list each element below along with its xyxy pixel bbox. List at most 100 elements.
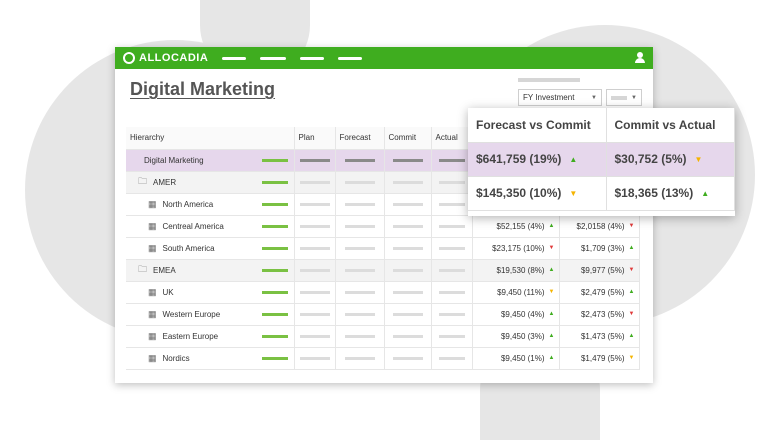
table-icon: ▦ — [148, 308, 157, 319]
commit-vs-actual-cell: $1,709 (3%) ▲ — [564, 244, 635, 253]
folder-icon: 🗀 — [138, 264, 148, 274]
table-row[interactable]: ▦ Centreal America $52,155 (4%) ▲ $2,0158 … — [126, 215, 640, 238]
value-placeholder — [392, 202, 423, 206]
logo-icon — [123, 52, 135, 64]
popover-cell: $30,752 (5%) ▼ — [615, 152, 727, 166]
commit-vs-actual-value: $1,479 (5%) — [580, 353, 625, 363]
logo[interactable]: ALLOCADIA — [123, 52, 208, 64]
commit-vs-actual-value: $1,709 (3%) — [580, 243, 625, 253]
value-placeholder — [344, 268, 375, 272]
value-placeholder — [438, 312, 465, 316]
arrow-up-icon: ▲ — [628, 289, 635, 295]
arrow-up-icon: ▲ — [548, 223, 555, 229]
popover-forecast-vs-commit-value: $145,350 (10%) — [476, 186, 562, 200]
folder-icon: 🗀 — [138, 176, 148, 186]
value-placeholder — [299, 246, 330, 250]
table-row[interactable]: ▦ Eastern Europe $9,450 (3%) ▲ $1,473 (5%)… — [126, 325, 640, 348]
budget-table: Hierarchy Plan Forecast Commit Actual Di… — [126, 127, 640, 370]
table-icon: ▦ — [148, 198, 157, 209]
nav-item-3[interactable] — [300, 56, 325, 60]
value-placeholder — [344, 312, 375, 316]
popover-row: $641,759 (19%) ▲ $30,752 (5%) ▼ — [468, 142, 735, 177]
value-placeholder — [438, 334, 465, 338]
commit-vs-actual-value: $2,473 (5%) — [580, 309, 625, 319]
value-placeholder — [392, 246, 423, 250]
value-placeholder — [438, 158, 465, 162]
table-row[interactable]: ▦ Nordics $9,450 (1%) ▲ $1,479 (5%) ▼ — [126, 347, 640, 370]
value-placeholder — [438, 180, 465, 184]
popover-cell: $641,759 (19%) ▲ — [476, 152, 598, 166]
value-placeholder — [392, 224, 423, 228]
investment-select-value: FY Investment — [523, 93, 575, 102]
popover-row: $145,350 (10%) ▼ $18,365 (13%) ▲ — [468, 176, 735, 211]
row-name: Nordics — [162, 353, 190, 363]
filter-label-placeholder — [518, 78, 580, 82]
row-name: AMER — [153, 177, 177, 187]
value-placeholder — [392, 356, 423, 360]
nav-item-2[interactable] — [260, 56, 287, 60]
value-placeholder — [438, 268, 465, 272]
secondary-select[interactable]: ▼ — [606, 89, 642, 106]
chevron-down-icon: ▼ — [631, 94, 637, 101]
commit-vs-actual-value: $1,473 (5%) — [580, 331, 625, 341]
page-title: Digital Marketing — [130, 79, 276, 99]
commit-vs-actual-value: $2,0158 (4%) — [576, 221, 625, 231]
forecast-vs-commit-cell: $9,450 (3%) ▲ — [477, 332, 555, 341]
arrow-up-icon: ▲ — [628, 245, 635, 251]
popover-commit-vs-actual-value: $18,365 (13%) — [614, 186, 694, 200]
row-name: Centreal America — [162, 221, 224, 231]
nav-item-1[interactable] — [222, 56, 247, 60]
forecast-vs-commit-cell: $52,155 (4%) ▲ — [477, 222, 555, 231]
row-name: Western Europe — [162, 309, 221, 319]
value-placeholder — [299, 158, 330, 162]
value-placeholder — [392, 312, 423, 316]
value-placeholder — [438, 224, 465, 228]
arrow-up-icon: ▲ — [628, 333, 635, 339]
value-placeholder — [392, 158, 423, 162]
popover-forecast-vs-commit-value: $641,759 (19%) — [476, 152, 562, 166]
column-header-plan[interactable]: Plan — [294, 127, 336, 150]
commit-vs-actual-cell: $1,473 (5%) ▲ — [564, 332, 635, 341]
commit-vs-actual-cell: $9,977 (5%) ▼ — [564, 266, 635, 275]
chevron-down-icon: ▼ — [591, 94, 597, 101]
table-row[interactable]: ▦ South America $23,175 (10%) ▼ $1,709 (3%… — [126, 237, 640, 260]
arrow-down-icon: ▼ — [628, 223, 635, 229]
value-placeholder — [438, 246, 465, 250]
column-header-hierarchy[interactable]: Hierarchy — [126, 127, 295, 150]
value-placeholder — [299, 290, 330, 294]
commit-vs-actual-value: $2,479 (5%) — [580, 287, 625, 297]
table-row[interactable]: ▦ UK $9,450 (11%) ▼ $2,479 (5%) ▲ — [126, 281, 640, 304]
forecast-vs-commit-value: $19,530 (8%) — [496, 265, 545, 275]
plan-bar — [261, 312, 288, 316]
commit-vs-actual-value: $9,977 (5%) — [580, 265, 625, 275]
value-placeholder — [299, 224, 330, 228]
investment-select[interactable]: FY Investment ▼ — [518, 89, 602, 106]
variance-popover: Forecast vs Commit Commit vs Actual $641… — [468, 108, 735, 216]
value-placeholder — [344, 290, 375, 294]
forecast-vs-commit-cell: $9,450 (11%) ▼ — [477, 288, 555, 297]
forecast-vs-commit-value: $9,450 (4%) — [500, 309, 545, 319]
commit-vs-actual-cell: $2,479 (5%) ▲ — [564, 288, 635, 297]
nav-item-4[interactable] — [338, 56, 363, 60]
user-icon[interactable] — [635, 52, 645, 64]
plan-bar — [261, 180, 288, 184]
column-header-commit[interactable]: Commit — [384, 127, 432, 150]
value-placeholder — [392, 290, 423, 294]
table-row[interactable]: 🗀 EMEA $19,530 (8%) ▲ $9,977 (5%) ▼ — [126, 259, 640, 282]
column-header-actual[interactable]: Actual — [431, 127, 473, 150]
value-placeholder — [344, 334, 375, 338]
row-name: UK — [162, 287, 174, 297]
plan-bar — [261, 246, 288, 250]
app-window: ALLOCADIA Digital Marketing FY Investmen… — [115, 47, 653, 383]
popover-header-commit-vs-actual: Commit vs Actual — [606, 108, 735, 143]
column-header-forecast[interactable]: Forecast — [335, 127, 385, 150]
row-name: South America — [162, 243, 215, 253]
row-name: Eastern Europe — [162, 331, 219, 341]
forecast-vs-commit-cell: $9,450 (1%) ▲ — [477, 354, 555, 363]
table-row[interactable]: ▦ Western Europe $9,450 (4%) ▲ $2,473 (5%)… — [126, 303, 640, 326]
table-icon: ▦ — [148, 242, 157, 253]
arrow-down-icon: ▼ — [548, 289, 555, 295]
forecast-vs-commit-value: $9,450 (1%) — [500, 353, 545, 363]
forecast-vs-commit-value: $52,155 (4%) — [496, 221, 545, 231]
commit-vs-actual-cell: $2,473 (5%) ▼ — [564, 310, 635, 319]
